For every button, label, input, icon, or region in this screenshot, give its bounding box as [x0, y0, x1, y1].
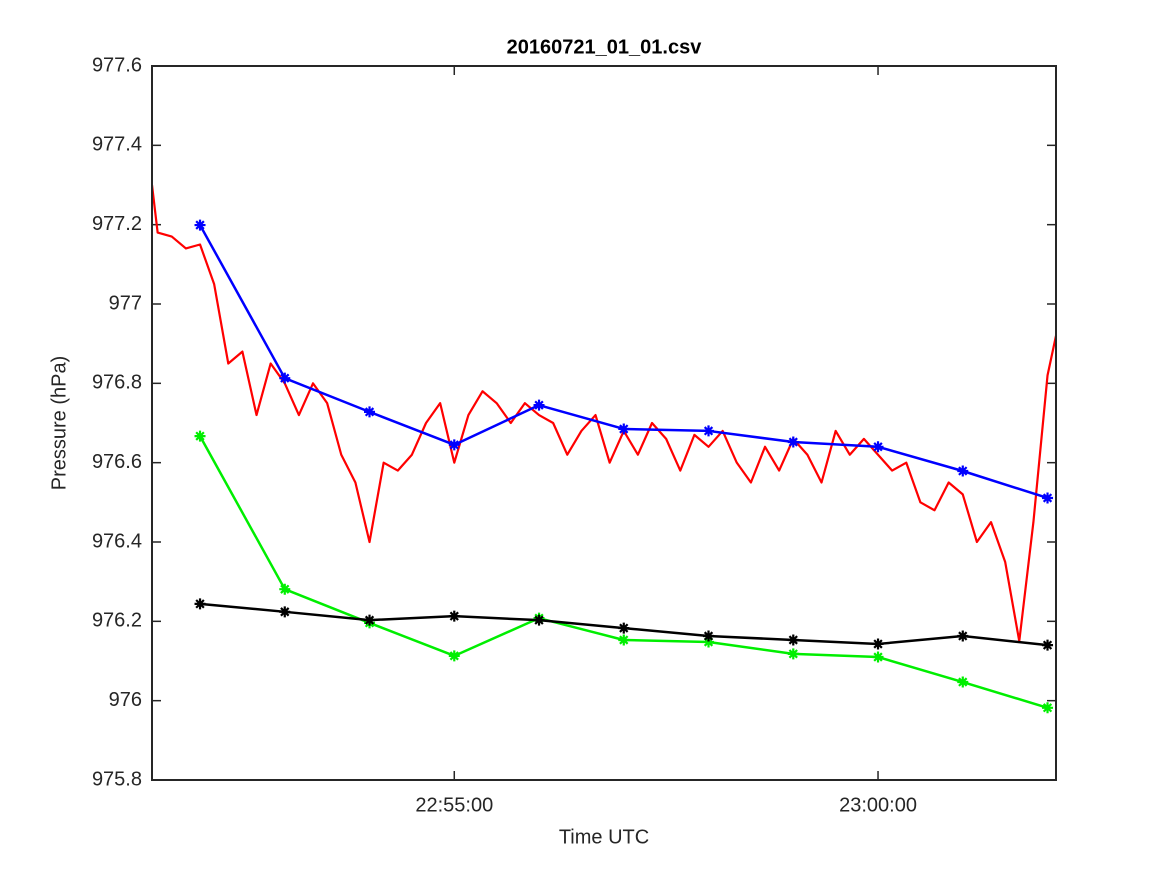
marker: [872, 651, 884, 663]
marker: [787, 634, 799, 646]
marker: [957, 676, 969, 688]
marker: [957, 630, 969, 642]
chart-title: 20160721_01_01.csv: [507, 36, 703, 58]
marker: [533, 399, 545, 411]
y-tick-label: 977.2: [92, 213, 142, 235]
y-tick-label: 976.6: [92, 451, 142, 473]
marker: [703, 630, 715, 642]
y-axis-label: Pressure (hPa): [48, 356, 70, 491]
marker: [194, 430, 206, 442]
y-tick-label: 977.4: [92, 134, 142, 156]
series-line: [152, 184, 1056, 643]
marker: [1042, 639, 1054, 651]
marker: [448, 610, 460, 622]
marker: [194, 598, 206, 610]
plot-area: 975.8 976 976.2 976.4 976.6 976.8 977 977.2 977.…: [92, 54, 1057, 816]
marker: [787, 648, 799, 660]
y-tick-label: 975.8: [92, 768, 142, 790]
marker: [618, 634, 630, 646]
y-tick-label: 976.2: [92, 610, 142, 632]
marker: [703, 425, 715, 437]
marker: [1042, 702, 1054, 714]
marker: [872, 638, 884, 650]
x-tick-label: 23:00:00: [839, 794, 917, 816]
marker: [1042, 492, 1054, 504]
marker: [448, 439, 460, 451]
y-tick-label: 977: [109, 292, 142, 314]
y-tick-label: 976: [109, 689, 142, 711]
x-axis-label: Time UTC: [559, 826, 649, 848]
y-tick-label: 976.4: [92, 530, 142, 552]
axes-box: [151, 65, 1057, 781]
marker: [364, 406, 376, 418]
marker: [787, 436, 799, 448]
y-tick-label: 977.6: [92, 54, 142, 76]
marker: [872, 441, 884, 453]
marker: [279, 372, 291, 384]
marker: [448, 650, 460, 662]
marker: [194, 219, 206, 231]
marker: [957, 465, 969, 477]
x-tick-label: 22:55:00: [415, 794, 493, 816]
marker: [279, 606, 291, 618]
marker: [618, 622, 630, 634]
series-group: [152, 184, 1056, 714]
marker: [364, 614, 376, 626]
marker: [533, 614, 545, 626]
marker: [703, 636, 715, 648]
y-tick-label: 976.8: [92, 372, 142, 394]
marker: [618, 423, 630, 435]
marker: [279, 583, 291, 595]
